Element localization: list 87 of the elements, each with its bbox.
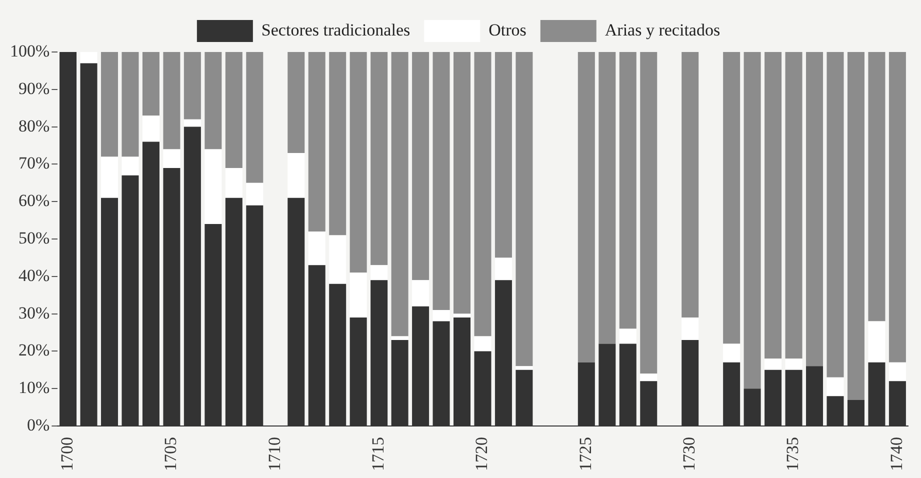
bar [764, 358, 782, 370]
bar [288, 52, 305, 153]
bar [184, 119, 201, 127]
bar [723, 344, 740, 362]
bar [868, 52, 886, 322]
bar [619, 52, 636, 329]
bar [432, 52, 450, 310]
bar [682, 318, 699, 340]
bar [432, 310, 450, 322]
bar [723, 52, 740, 344]
bar [246, 52, 264, 183]
bar [225, 52, 242, 168]
bar [80, 52, 98, 64]
x-tick-label: 1740 [886, 437, 906, 471]
bar [350, 52, 367, 273]
bar [868, 321, 886, 362]
bar [391, 52, 408, 336]
legend-label: Arias y recitados [604, 20, 720, 40]
legend-label: Otros [488, 20, 526, 40]
bar [329, 52, 346, 236]
bar [764, 52, 782, 359]
x-tick-label: 1715 [368, 437, 388, 471]
bar [619, 328, 636, 344]
bar [308, 232, 326, 266]
bar [826, 52, 844, 378]
bar [370, 265, 388, 280]
bar [391, 336, 408, 340]
bar [640, 52, 658, 374]
y-tick-label: 20% [18, 340, 50, 360]
bar [806, 52, 824, 366]
bar [847, 52, 864, 400]
bar [122, 52, 139, 157]
bar [888, 362, 906, 382]
bar [474, 52, 492, 336]
bar [204, 52, 222, 150]
bar [184, 52, 201, 120]
bar [826, 377, 844, 396]
bar [163, 149, 180, 168]
y-tick-label: 10% [18, 378, 50, 398]
bar [329, 235, 346, 284]
bar [225, 168, 242, 198]
x-tick-label: 1700 [58, 437, 76, 471]
bar [494, 258, 512, 280]
bar [785, 358, 802, 370]
y-tick-label: 40% [18, 266, 50, 285]
x-tick-label: 1725 [576, 437, 595, 471]
y-tick-label: 30% [18, 303, 50, 322]
bar [516, 52, 533, 366]
bar [101, 52, 118, 157]
x-tick-label: 1735 [783, 437, 802, 471]
bar [454, 52, 471, 314]
y-tick-label: 50% [18, 228, 50, 248]
x-tick-label: 1710 [264, 437, 284, 471]
x-tick-label: 1705 [161, 437, 180, 471]
bar [454, 314, 471, 318]
bar [888, 52, 906, 362]
bar [204, 149, 222, 224]
bar [578, 52, 595, 362]
y-tick-label: 80% [18, 116, 50, 136]
bar [744, 52, 761, 389]
bar [308, 52, 326, 232]
bar [412, 280, 430, 306]
bar [682, 52, 699, 318]
y-tick-label: 100% [10, 41, 50, 60]
x-tick-label: 1730 [680, 437, 699, 471]
bar [163, 52, 180, 150]
bar [785, 52, 802, 359]
bar [516, 366, 533, 370]
bar [350, 272, 367, 318]
bar [101, 156, 118, 198]
y-tick-label: 0% [26, 415, 50, 434]
bar [142, 52, 160, 116]
bar [142, 116, 160, 142]
y-tick-label: 90% [18, 78, 50, 98]
bar [598, 52, 616, 344]
bar [474, 336, 492, 352]
bar [494, 52, 512, 258]
y-tick-label: 70% [18, 154, 50, 173]
y-tick-label: 60% [18, 191, 50, 210]
bar [412, 52, 430, 280]
bar [122, 156, 139, 176]
bar [640, 374, 658, 382]
bar [246, 182, 264, 206]
bar [370, 52, 388, 266]
bar [288, 152, 305, 198]
legend-label: Sectores tradicionales [261, 20, 410, 40]
x-tick-label: 1720 [472, 437, 492, 471]
